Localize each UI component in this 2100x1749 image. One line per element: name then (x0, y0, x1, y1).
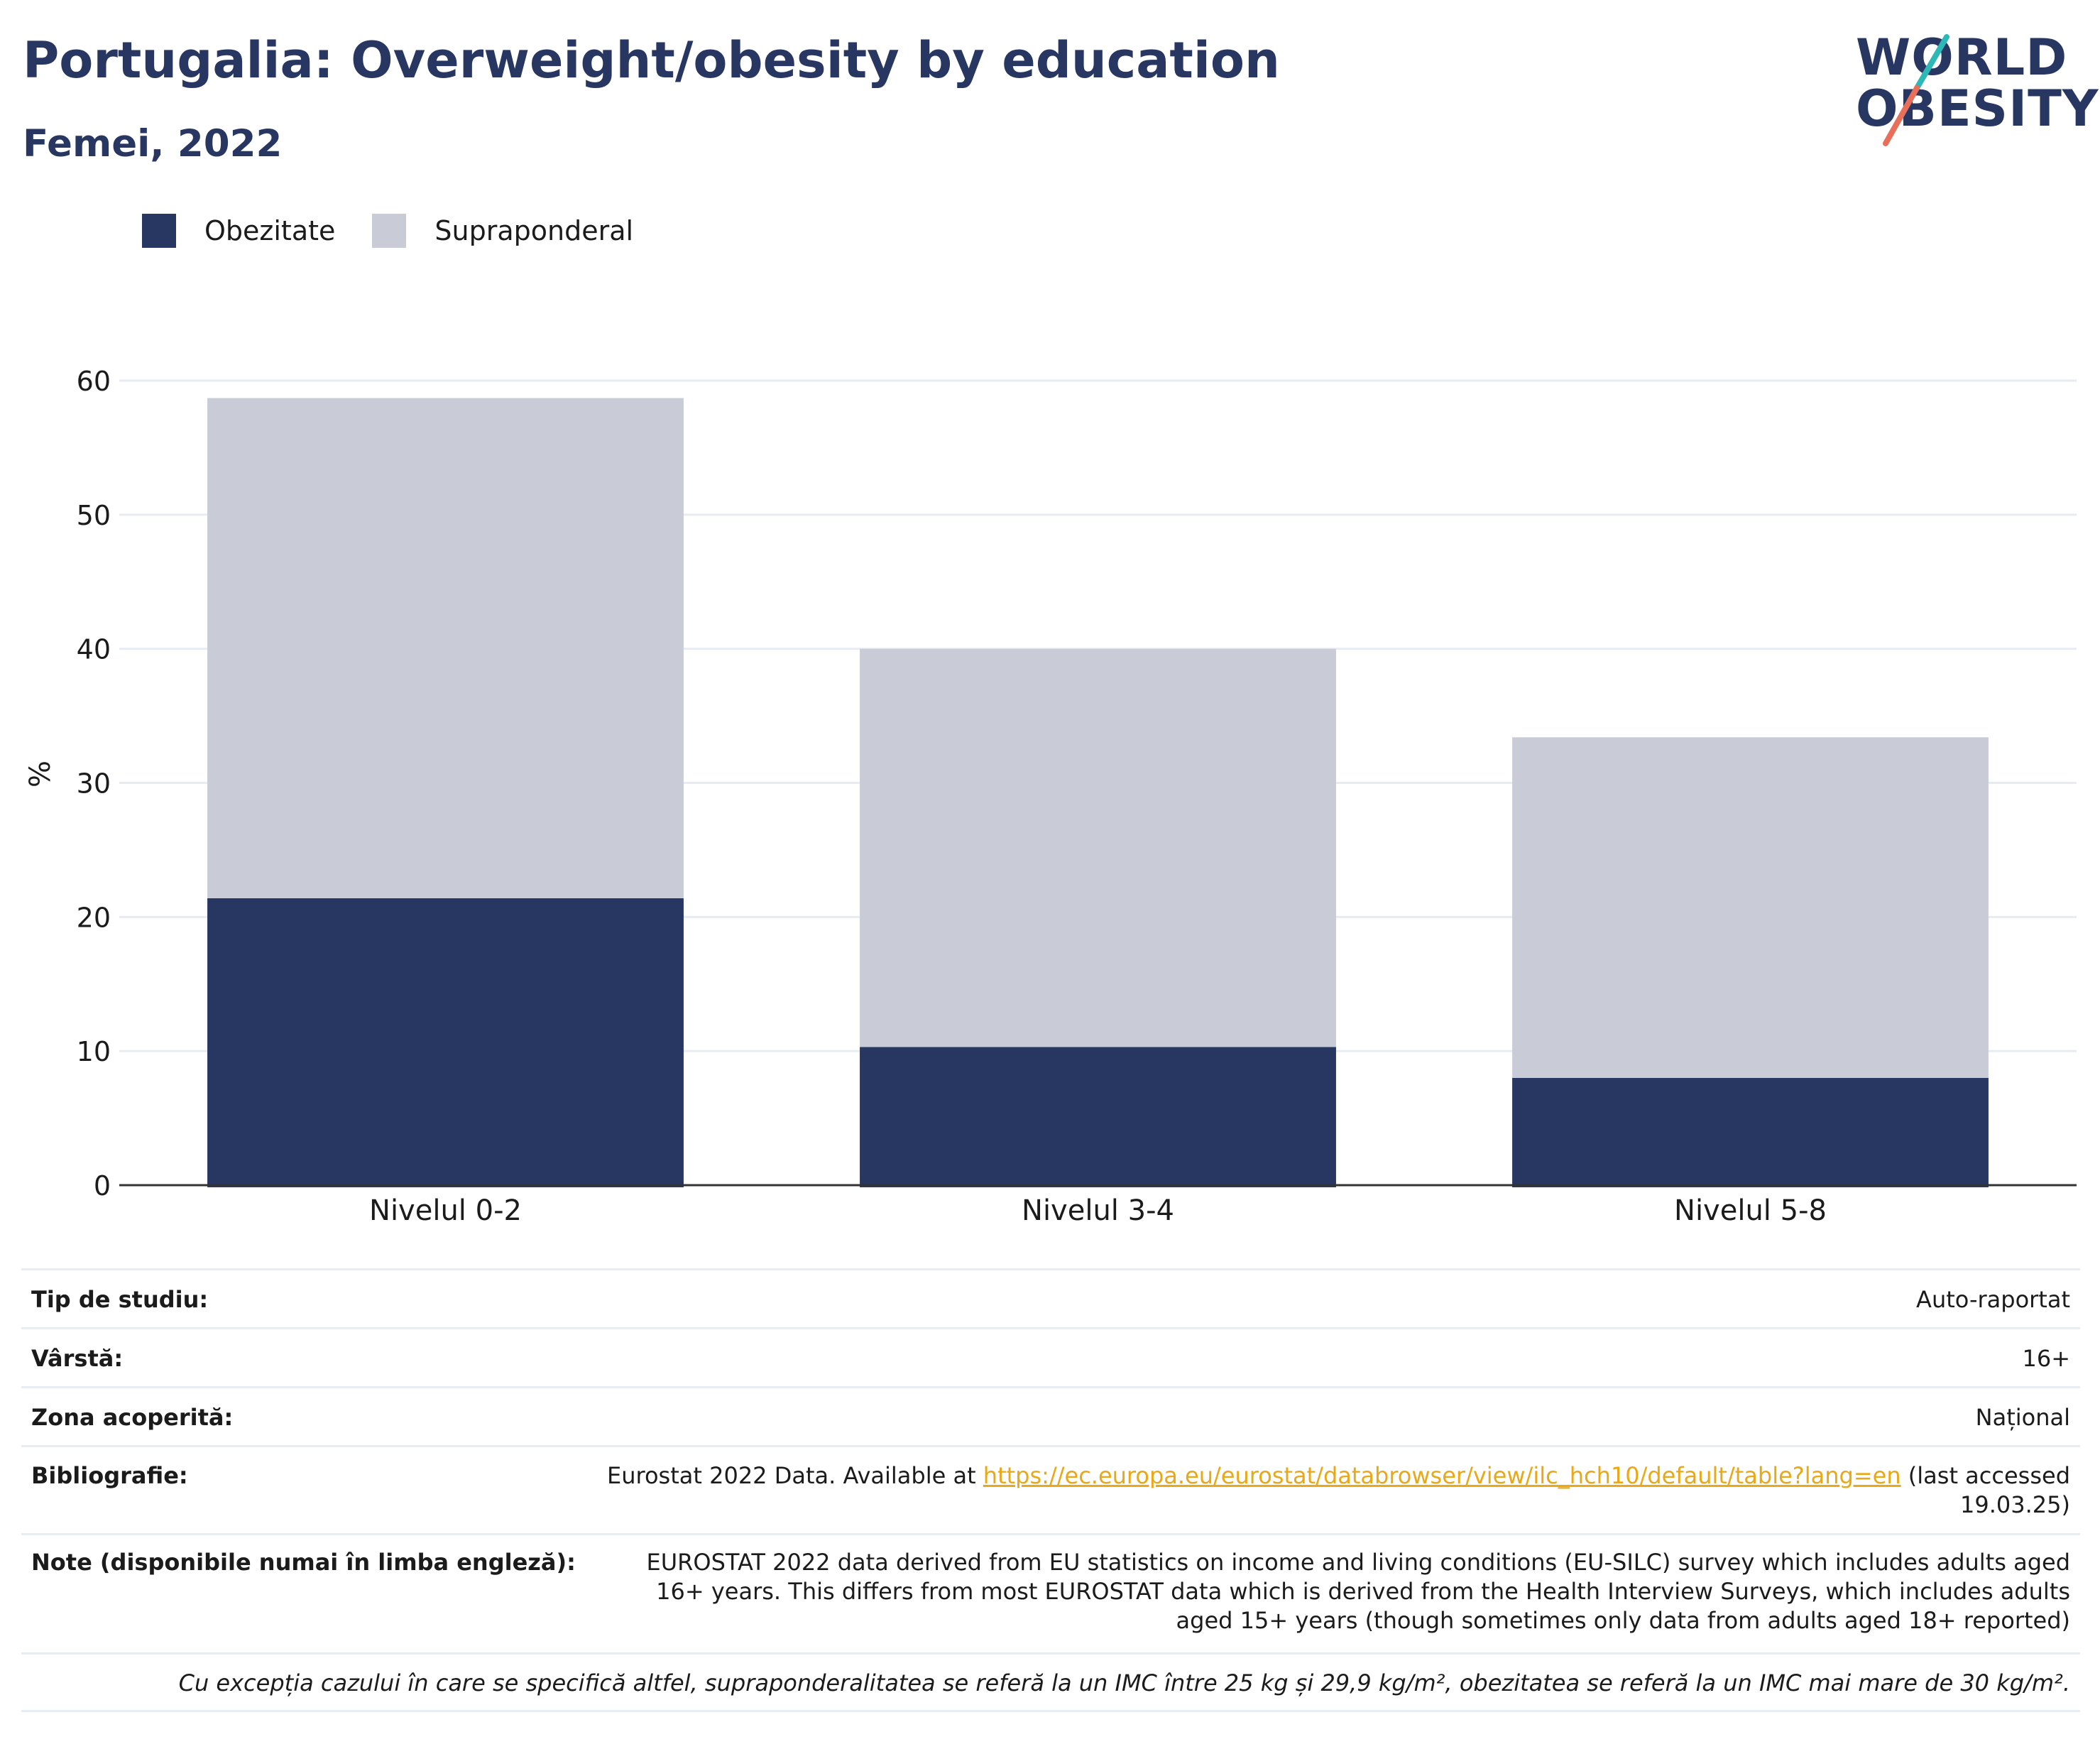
meta-row-study-type: Tip de studiu: Auto-raportat (21, 1268, 2080, 1327)
meta-value-study-type: Auto-raportat (1916, 1286, 2070, 1313)
y-tick-label: 50 (77, 500, 111, 531)
bar-obesity-2 (860, 1047, 1336, 1187)
x-tick-label: Nivelul 3-4 (1022, 1194, 1174, 1227)
logo-slash-icon (1883, 34, 1949, 146)
legend-swatch-overweight (372, 214, 407, 248)
meta-value-age: 16+ (2022, 1345, 2070, 1372)
meta-row-coverage: Zona acoperită: Național (21, 1386, 2080, 1445)
y-tick-label: 30 (77, 768, 111, 800)
legend-label-overweight: Supraponderal (434, 215, 634, 246)
meta-label-bibliography: Bibliografie: (31, 1462, 188, 1489)
meta-label-age: Vârstă: (31, 1345, 124, 1372)
meta-label-notes: Note (disponibile numai în limba engleză… (31, 1549, 576, 1576)
y-axis-label: % (24, 761, 57, 788)
y-tick-label: 0 (94, 1170, 111, 1202)
meta-value-bibliography: Eurostat 2022 Data. Available at https:/… (544, 1461, 2070, 1520)
chart-legend: Obezitate Supraponderal (142, 213, 670, 249)
metadata-table: Tip de studiu: Auto-raportat Vârstă: 16+… (21, 1268, 2080, 1712)
y-tick-label: 20 (77, 902, 111, 933)
meta-row-age: Vârstă: 16+ (21, 1327, 2080, 1386)
bibliography-prefix: Eurostat 2022 Data. Available at (607, 1462, 983, 1489)
legend-label-obesity: Obezitate (204, 215, 336, 246)
legend-item-obesity: Obezitate (142, 214, 335, 248)
meta-label-coverage: Zona acoperită: (31, 1404, 234, 1431)
x-tick-label: Nivelul 0-2 (369, 1194, 522, 1227)
legend-item-overweight: Supraponderal (372, 214, 633, 248)
chart-title: Portugalia: Overweight/obesity by educat… (23, 31, 1280, 89)
bibliography-link[interactable]: https://ec.europa.eu/eurostat/databrowse… (983, 1462, 1901, 1489)
chart-subtitle: Femei, 2022 (23, 122, 283, 165)
footnote-text: Cu excepția cazului în care se specifică… (178, 1669, 2070, 1696)
meta-value-notes: EUROSTAT 2022 data derived from EU stati… (646, 1549, 2070, 1634)
meta-row-notes: Note (disponibile numai în limba engleză… (21, 1533, 2080, 1652)
meta-value-coverage: Național (1975, 1404, 2070, 1431)
logo-text-line1: WORLD (1856, 28, 2068, 87)
y-tick-label: 10 (77, 1036, 111, 1067)
bar-chart: 0 10 20 30 40 50 60% Nivelul 0-2 Nivelul 3-4 Nive… (24, 366, 2077, 1227)
bar-overweight-2 (860, 648, 1336, 1047)
bar-obesity-3 (1512, 1077, 1989, 1187)
bar-overweight-1 (207, 398, 684, 898)
y-tick-label: 40 (77, 634, 111, 665)
legend-swatch-obesity (142, 214, 176, 248)
bar-overweight-3 (1512, 737, 1989, 1078)
world-obesity-logo: WORLD OBESITY (1846, 28, 2099, 153)
bibliography-suffix: (last accessed 19.03.25) (1901, 1462, 2070, 1518)
y-tick-label: 60 (77, 366, 111, 397)
bar-obesity-1 (207, 898, 684, 1187)
meta-row-bibliography: Bibliografie: Eurostat 2022 Data. Availa… (21, 1445, 2080, 1533)
meta-row-footnote: Cu excepția cazului în care se specifică… (21, 1652, 2080, 1712)
meta-label-study-type: Tip de studiu: (31, 1286, 209, 1313)
x-tick-label: Nivelul 5-8 (1674, 1194, 1827, 1227)
